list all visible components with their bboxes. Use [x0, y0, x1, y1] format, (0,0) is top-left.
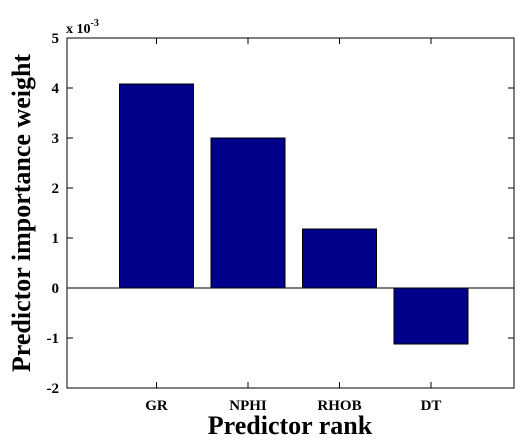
bar-dt [393, 287, 469, 345]
bar-nphi [210, 137, 286, 289]
x-tick-label: RHOB [317, 398, 361, 414]
y-tick-label: 4 [52, 81, 60, 97]
y-tick-label: 5 [52, 31, 60, 47]
x-ticks-group: GR NPHI RHOB DT [145, 38, 441, 414]
bar-gr [119, 83, 194, 289]
x-tick-label: GR [145, 398, 168, 414]
x-axis-title: Predictor rank [208, 411, 373, 440]
y-multiplier-label: x 10-3 [66, 18, 99, 37]
x-tick-label: NPHI [229, 398, 267, 414]
y-tick-label: 0 [52, 281, 60, 297]
y-ticks-group: -2 -1 0 1 2 3 4 5 [47, 31, 514, 397]
y-tick-label: -2 [47, 381, 60, 397]
y-tick-label: 3 [52, 131, 60, 147]
bar-rhob [302, 228, 377, 289]
y-tick-label: 2 [52, 181, 60, 197]
bars-group [119, 83, 469, 345]
y-axis-title: Predictor importance weight [7, 54, 36, 373]
y-tick-label: 1 [52, 231, 60, 247]
y-tick-label: -1 [47, 331, 60, 347]
x-tick-label: DT [421, 398, 442, 414]
